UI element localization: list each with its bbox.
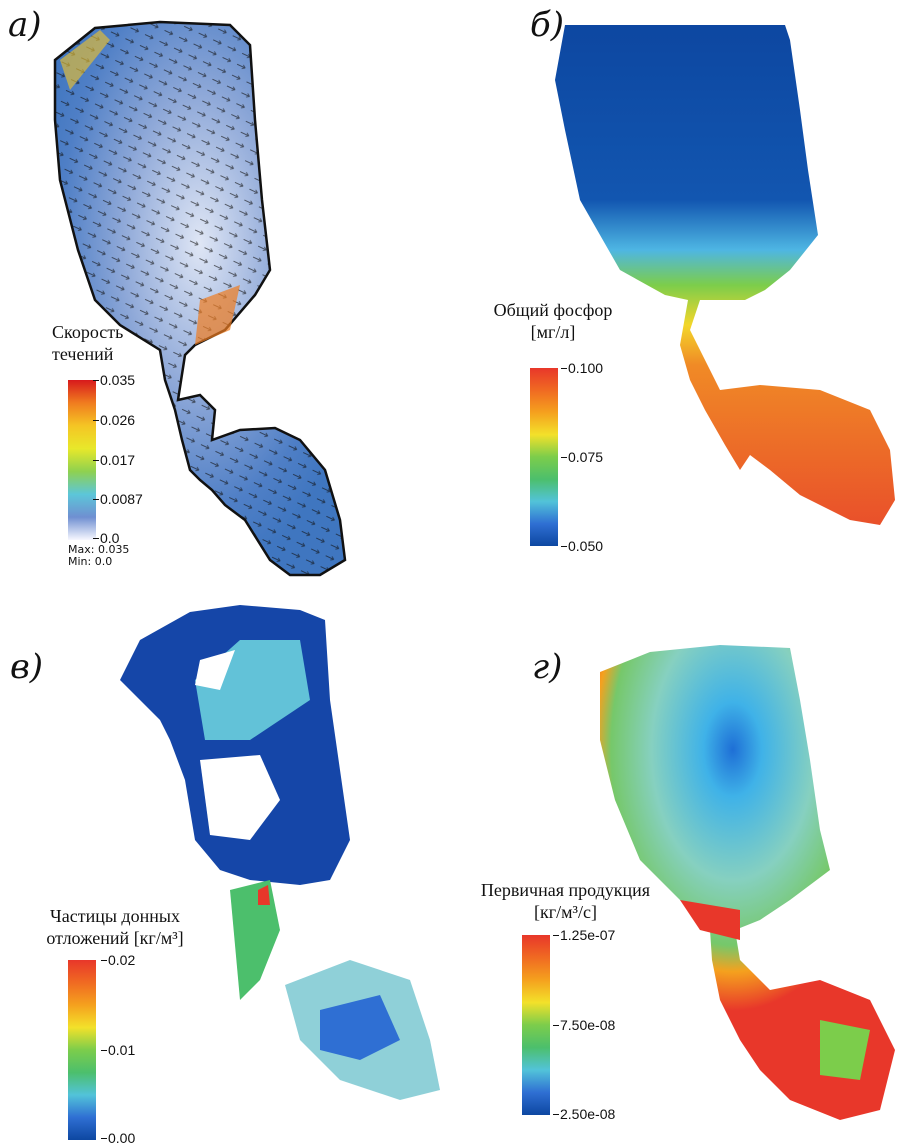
legend-title-b-line2: [мг/л] xyxy=(530,321,576,342)
legend-title-b: Общий фосфор [мг/л] xyxy=(488,300,618,343)
panel-label-d: г) xyxy=(532,647,563,687)
legend-title-c-line2: отложений [кг/м³] xyxy=(46,927,184,948)
colorbar-c xyxy=(68,960,96,1140)
tick-b-0: 0.100 xyxy=(560,360,604,376)
legend-title-c-line1: Частицы донных xyxy=(50,906,180,926)
panel-label-a: а) xyxy=(8,5,42,45)
colorbar-d xyxy=(522,935,550,1115)
lake-phosphorus-map xyxy=(555,25,895,525)
min-readout: Min: 0.0 xyxy=(68,555,113,568)
tick-c-2: 0.00 xyxy=(100,1130,136,1146)
tick-d-1: 7.50e-08 xyxy=(552,1017,616,1033)
legend-title-c: Частицы донных отложений [кг/м³] xyxy=(30,906,200,949)
tick-a-3: 0.0087 xyxy=(93,491,143,507)
lake-sediment-map xyxy=(120,605,440,1100)
tick-c-0: 0.02 xyxy=(100,952,136,968)
panel-label-b: б) xyxy=(530,5,565,45)
tick-a-1: 0.026 xyxy=(92,412,136,428)
tick-a-2: 0.017 xyxy=(92,452,136,468)
tick-b-2: 0.050 xyxy=(560,538,604,554)
legend-title-a-line2: течений xyxy=(52,343,114,364)
tick-a-4: 0.0 xyxy=(92,530,120,546)
tick-d-0: 1.25e-07 xyxy=(552,927,616,943)
legend-title-a: Скорость течений xyxy=(52,322,123,365)
tick-b-1: 0.075 xyxy=(560,449,604,465)
legend-title-d-line1: Первичная продукция xyxy=(480,880,651,900)
legend-title-d-line2: [кг/м³/с] xyxy=(534,901,597,922)
colorbar-a xyxy=(68,380,96,540)
legend-title-d: Первичная продукция [кг/м³/с] xyxy=(458,880,673,923)
lake-primary-production-map xyxy=(600,645,895,1120)
lake-velocity-map xyxy=(53,20,347,577)
tick-d-2: 2.50e-08 xyxy=(552,1106,616,1122)
legend-title-a-line1: Скорость xyxy=(52,322,124,342)
max-readout: Max: 0.035 xyxy=(68,543,130,556)
tick-c-1: 0.01 xyxy=(100,1042,136,1058)
tick-a-0: 0.035 xyxy=(92,372,136,388)
panel-label-c: в) xyxy=(10,647,44,687)
legend-title-b-line1: Общий фосфор xyxy=(493,300,613,320)
colorbar-b xyxy=(530,368,558,546)
